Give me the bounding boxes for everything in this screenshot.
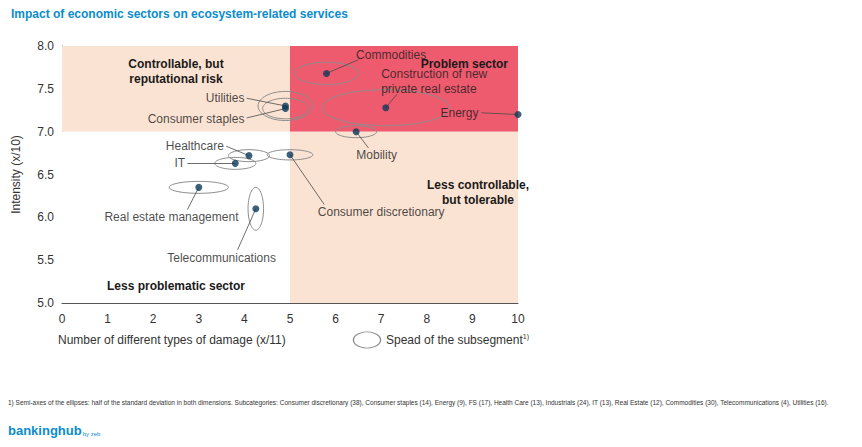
svg-text:2: 2 xyxy=(150,312,157,326)
svg-text:5.0: 5.0 xyxy=(37,296,54,310)
svg-text:7.5: 7.5 xyxy=(37,82,54,96)
svg-text:8.0: 8.0 xyxy=(37,39,54,53)
svg-text:Impact of economic sectors on: Impact of economic sectors on ecosystem-… xyxy=(11,7,348,21)
svg-text:private real estate: private real estate xyxy=(381,82,477,96)
svg-text:Problem sector: Problem sector xyxy=(420,56,508,71)
svg-text:5: 5 xyxy=(287,312,294,326)
svg-text:1) Semi-axes of the ellipses:: 1) Semi-axes of the ellipses: half of th… xyxy=(8,399,829,407)
svg-text:bankinghub: bankinghub xyxy=(8,423,82,438)
svg-text:Less controllable,: Less controllable, xyxy=(427,178,529,192)
svg-text:reputational risk: reputational risk xyxy=(129,72,223,86)
svg-text:Energy: Energy xyxy=(440,106,478,120)
svg-text:Consumer discretionary: Consumer discretionary xyxy=(318,205,445,219)
svg-text:Spead of the subsegment: Spead of the subsegment xyxy=(386,333,523,347)
svg-text:Consumer staples: Consumer staples xyxy=(148,112,245,126)
svg-text:Intensity (x/10): Intensity (x/10) xyxy=(9,135,23,214)
svg-text:Less problematic sector: Less problematic sector xyxy=(107,279,245,293)
svg-text:4: 4 xyxy=(241,312,248,326)
svg-text:Construction of new: Construction of new xyxy=(381,67,487,81)
svg-text:Telecommunications: Telecommunications xyxy=(167,251,276,265)
svg-text:Number of different types of d: Number of different types of damage (x/1… xyxy=(58,333,286,347)
svg-text:3: 3 xyxy=(195,312,202,326)
svg-text:9: 9 xyxy=(469,312,476,326)
svg-text:Real estate management: Real estate management xyxy=(104,210,239,224)
svg-text:8: 8 xyxy=(423,312,430,326)
svg-text:7: 7 xyxy=(378,312,385,326)
svg-text:0: 0 xyxy=(59,312,66,326)
svg-text:Controllable, but: Controllable, but xyxy=(128,57,223,71)
svg-text:6.5: 6.5 xyxy=(37,168,54,182)
svg-text:Commodities: Commodities xyxy=(356,48,426,62)
svg-text:Mobility: Mobility xyxy=(356,148,397,162)
svg-text:1): 1) xyxy=(523,333,529,341)
svg-text:6: 6 xyxy=(332,312,339,326)
svg-text:IT: IT xyxy=(174,156,185,170)
svg-text:6.0: 6.0 xyxy=(37,210,54,224)
svg-text:by zeb: by zeb xyxy=(83,431,101,437)
svg-text:10: 10 xyxy=(511,312,525,326)
svg-text:7.0: 7.0 xyxy=(37,125,54,139)
svg-text:Healthcare: Healthcare xyxy=(166,139,224,153)
svg-text:1: 1 xyxy=(104,312,111,326)
svg-text:5.5: 5.5 xyxy=(37,253,54,267)
svg-text:Utilities: Utilities xyxy=(206,91,245,105)
svg-text:but tolerable: but tolerable xyxy=(442,193,514,207)
